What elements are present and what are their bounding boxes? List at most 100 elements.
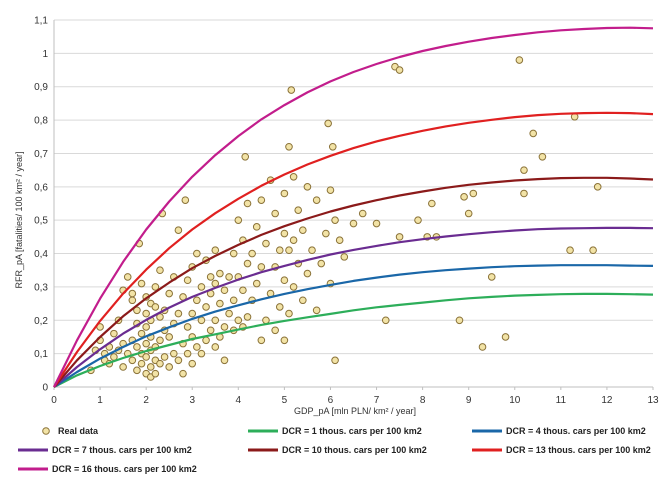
data-point: [520, 166, 528, 174]
data-point: [252, 223, 261, 231]
data-point: [515, 56, 524, 64]
axes: [53, 20, 653, 388]
x-tick-label: 9: [466, 395, 472, 406]
data-point: [216, 299, 224, 308]
data-point: [174, 356, 183, 365]
data-point: [464, 209, 473, 218]
x-tick-label: 11: [556, 395, 567, 406]
y-tick-label: 0,5: [34, 216, 48, 227]
data-point: [211, 279, 220, 288]
data-point: [520, 189, 528, 198]
data-point: [280, 229, 289, 238]
data-point: [287, 86, 296, 94]
data-point: [289, 283, 298, 291]
legend-label: DCR = 1 thous. cars per 100 km2: [282, 426, 422, 436]
data-point: [428, 199, 436, 208]
data-point: [179, 369, 187, 378]
data-point: [174, 309, 183, 318]
data-point: [137, 359, 146, 368]
data-point: [285, 309, 293, 318]
y-axis-title: RFR_pA [fatalities/ 100 km² / year]: [14, 151, 24, 288]
data-point: [340, 253, 349, 261]
data-point: [128, 289, 137, 298]
data-point: [414, 216, 422, 224]
x-axis-title: GDP_pA [mln PLN/ km² / year]: [294, 406, 416, 416]
data-point: [275, 246, 284, 255]
legend: Real data DCR = 1 thous. cars per 100 km2…: [18, 426, 651, 474]
data-point: [308, 246, 316, 255]
data-point: [271, 326, 279, 335]
x-tick-label: 6: [328, 395, 334, 406]
y-tick-label: 0,3: [34, 282, 48, 293]
series-line: [53, 176, 654, 388]
data-point: [133, 343, 141, 351]
data-point: [243, 313, 252, 321]
data-point: [211, 343, 220, 351]
data-point: [216, 269, 224, 278]
data-point: [460, 193, 468, 201]
data-point: [128, 356, 137, 365]
data-point: [156, 336, 164, 345]
x-tick-label: 5: [282, 395, 288, 406]
data-point: [280, 189, 289, 198]
data-point: [478, 343, 487, 351]
series-line: [53, 111, 654, 388]
data-point: [593, 183, 602, 191]
data-point: [501, 333, 510, 341]
data-point: [566, 246, 574, 255]
data-point: [128, 296, 137, 305]
x-tick-label: 0: [51, 395, 57, 406]
legend-label: DCR = 10 thous. cars per 100 km2: [282, 445, 427, 455]
data-point: [589, 246, 597, 255]
data-point: [193, 296, 201, 305]
y-tick-label: 0,7: [34, 149, 48, 160]
data-point: [469, 189, 478, 198]
x-tick-label: 4: [236, 395, 242, 406]
data-point: [170, 349, 178, 358]
data-point: [381, 316, 390, 325]
data-point: [372, 219, 381, 228]
x-tick-label: 3: [189, 395, 195, 406]
data-point: [165, 333, 173, 341]
data-point: [183, 323, 192, 331]
data-point: [211, 246, 220, 255]
data-point: [193, 343, 201, 351]
data-point: [156, 359, 164, 368]
data-point: [331, 356, 339, 365]
data-point: [229, 249, 238, 258]
data-point: [303, 269, 312, 278]
data-point: [289, 236, 298, 244]
series-line: [53, 264, 654, 388]
data-point: [239, 286, 247, 295]
data-point: [211, 316, 220, 325]
data-point: [328, 142, 337, 151]
x-tick-label: 8: [420, 395, 426, 406]
series-line: [53, 292, 654, 388]
data-point: [280, 336, 289, 345]
data-point: [252, 279, 261, 288]
data-point: [324, 119, 332, 128]
data-point: [280, 276, 289, 285]
y-tick-label: 1: [42, 49, 48, 60]
data-point: [181, 196, 190, 204]
data-point: [331, 216, 339, 224]
x-tick-label: 13: [647, 395, 659, 406]
data-point: [151, 369, 160, 378]
legend-label: DCR = 7 thous. cars per 100 km2: [52, 445, 192, 455]
data-point: [220, 356, 229, 365]
data-point: [349, 219, 358, 228]
data-point: [110, 329, 118, 338]
data-point: [299, 226, 307, 234]
data-point: [151, 303, 160, 311]
data-point: [123, 273, 132, 281]
model-curves: [53, 26, 654, 388]
data-point: [206, 326, 215, 335]
y-tick-label: 0,4: [34, 249, 48, 260]
x-tick-label: 7: [374, 395, 380, 406]
data-point: [257, 263, 266, 271]
data-point: [165, 363, 173, 371]
data-point: [529, 129, 538, 138]
series-line: [53, 26, 654, 388]
data-point: [133, 306, 141, 315]
data-point: [225, 309, 233, 318]
